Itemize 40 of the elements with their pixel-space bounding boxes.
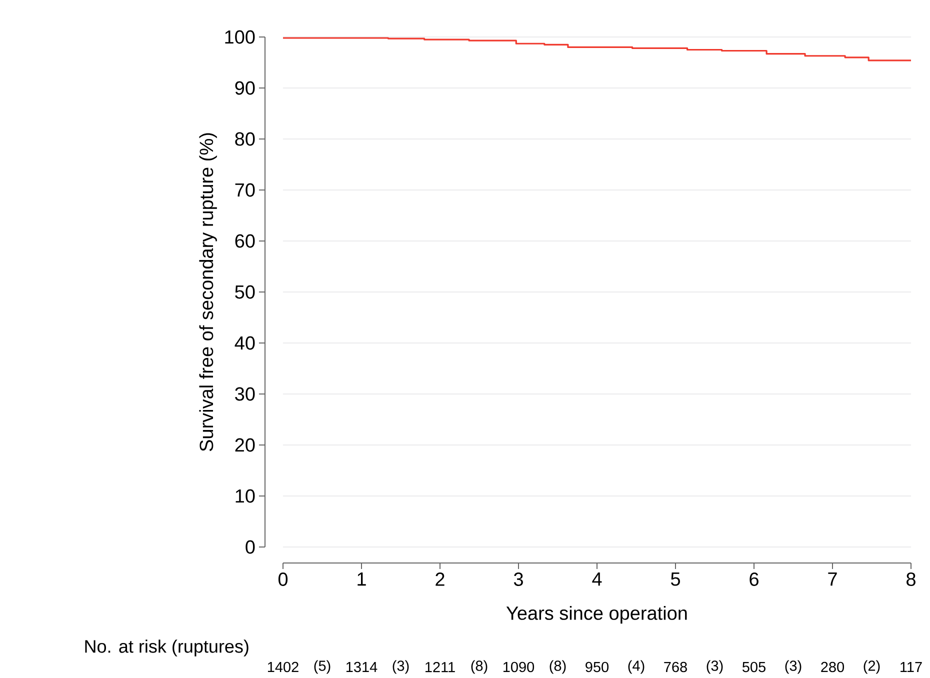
y-tick-label: 10 — [236, 489, 255, 503]
x-tick-label: 5 — [670, 572, 680, 586]
y-tick-label: 60 — [235, 234, 255, 248]
text: 117 — [900, 662, 922, 672]
x-tick-label: 4 — [592, 572, 602, 586]
text: 1090 — [503, 662, 534, 672]
x-tick-label: 1 — [358, 572, 366, 586]
text: 950 — [586, 662, 609, 672]
text: (3) — [392, 660, 409, 674]
text: 768 — [664, 662, 687, 672]
text: 1211 — [426, 662, 455, 672]
text: No. at risk (ruptures) — [85, 640, 248, 656]
y-tick-label: 0 — [246, 540, 255, 554]
y-tick-label: 90 — [235, 81, 255, 95]
x-tick-label: 2 — [436, 572, 444, 586]
y-axis-title: Survival free of secondary rupture (%) — [199, 133, 217, 452]
text: (4) — [628, 660, 644, 674]
text: (2) — [864, 660, 880, 674]
x-axis-title: Years since operation — [506, 606, 687, 624]
text: 280 — [821, 662, 844, 672]
y-tick-label: 80 — [235, 132, 255, 146]
y-tick-label: 70 — [235, 183, 255, 197]
text: 1314 — [346, 662, 378, 672]
text: (5) — [314, 660, 330, 674]
y-tick-label: 100 — [225, 30, 255, 44]
x-tick-label: 3 — [514, 572, 523, 586]
text: 1402 — [268, 662, 298, 672]
text: (8) — [550, 660, 566, 674]
y-tick-label: 50 — [235, 285, 255, 299]
x-tick-label: 0 — [278, 572, 288, 586]
text: (8) — [471, 660, 488, 674]
y-tick-label: 30 — [235, 387, 255, 401]
x-tick-label: 6 — [750, 572, 758, 586]
text: 505 — [742, 662, 766, 672]
x-tick-label: 7 — [828, 572, 837, 586]
y-tick-label: 20 — [235, 438, 255, 452]
x-tick-label: 8 — [906, 572, 916, 586]
text: (3) — [706, 660, 723, 674]
text: (3) — [785, 660, 802, 674]
y-tick-label: 40 — [234, 336, 255, 350]
